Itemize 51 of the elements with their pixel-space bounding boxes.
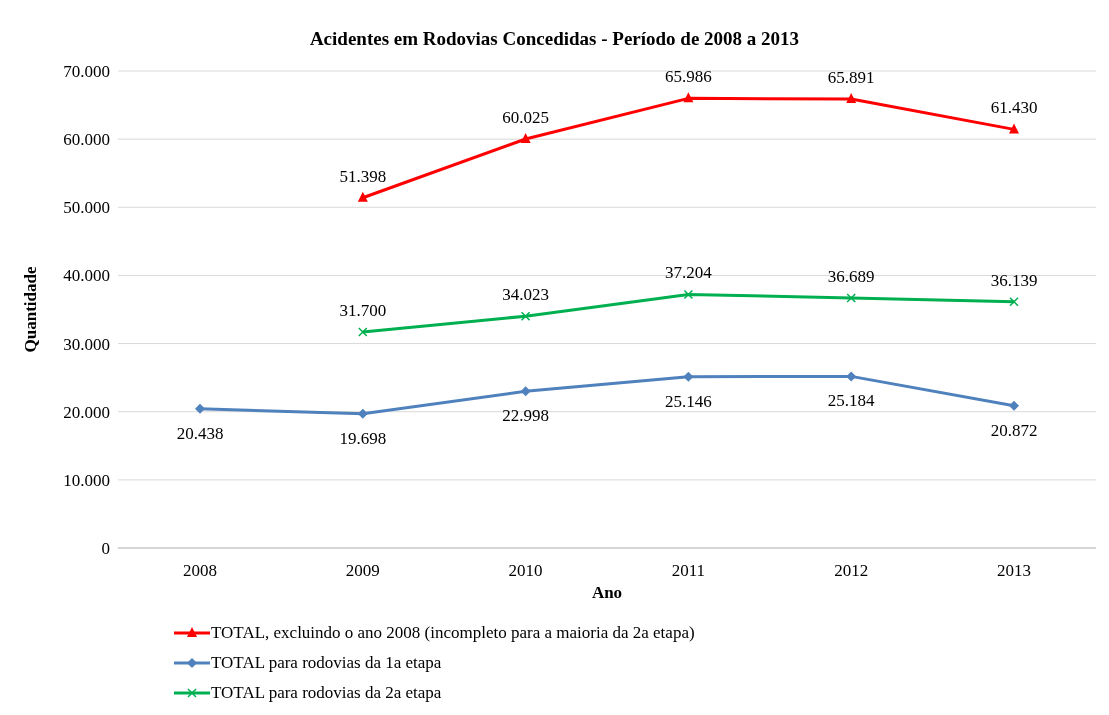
y-tick-label: 40.000 [63, 266, 110, 286]
data-label: 25.184 [827, 391, 876, 411]
y-tick-label: 30.000 [63, 334, 110, 354]
x-tick-label: 2013 [997, 561, 1031, 581]
x-tick-label: 2012 [834, 561, 869, 581]
data-label: 61.430 [990, 98, 1038, 118]
data-label: 20.438 [176, 423, 224, 443]
data-label: 22.998 [502, 406, 549, 426]
data-label: 25.146 [665, 391, 712, 411]
data-label: 34.023 [502, 285, 549, 305]
data-label: 60.025 [502, 107, 549, 127]
point [358, 327, 368, 337]
point [846, 293, 856, 303]
y-tick-label: 60.000 [63, 130, 110, 150]
point [520, 132, 531, 143]
point [357, 191, 368, 202]
point [1009, 123, 1019, 134]
point [520, 386, 531, 397]
data-label: 36.139 [990, 270, 1038, 290]
x-tick-label: 2010 [508, 561, 543, 581]
legend-label: TOTAL, excluindo o ano 2008 (incompleto para a maioria da 2a etapa) [211, 623, 695, 643]
x-tick-label: 2011 [671, 561, 706, 581]
point [846, 371, 857, 382]
point [846, 93, 857, 103]
data-label: 51.398 [339, 166, 387, 186]
chart-title: Acidentes em Rodovias Concedidas - Período de 2008 a 2013 [308, 27, 801, 51]
point [1009, 296, 1019, 307]
data-label: 65.986 [665, 67, 712, 87]
x-tick-label: 2009 [345, 561, 380, 581]
data-label: 31.700 [339, 300, 387, 320]
y-tick-label: 70.000 [63, 62, 110, 82]
point [1009, 400, 1019, 411]
point [683, 371, 694, 382]
y-tick-label: 10.000 [63, 470, 110, 490]
point [520, 311, 531, 321]
y-tick-label: 20.000 [63, 402, 110, 422]
y-tick-label: 50.000 [63, 198, 110, 218]
data-label: 36.689 [827, 266, 875, 286]
y-tick-label: 0 [101, 539, 110, 559]
legend-label: TOTAL para rodovias da 2a etapa [211, 683, 442, 703]
data-label: 65.891 [827, 68, 875, 87]
data-label: 20.872 [990, 420, 1038, 440]
point [683, 289, 694, 300]
y-axis-title: Quantidade [21, 266, 41, 353]
data-label: 19.698 [339, 428, 387, 448]
point [195, 403, 205, 414]
legend-label: TOTAL para rodovias da 1a etapa [211, 653, 442, 673]
x-tick-label: 2008 [183, 561, 217, 581]
x-axis-title: Ano [591, 583, 623, 602]
point [683, 92, 694, 103]
data-label: 37.204 [665, 263, 713, 283]
